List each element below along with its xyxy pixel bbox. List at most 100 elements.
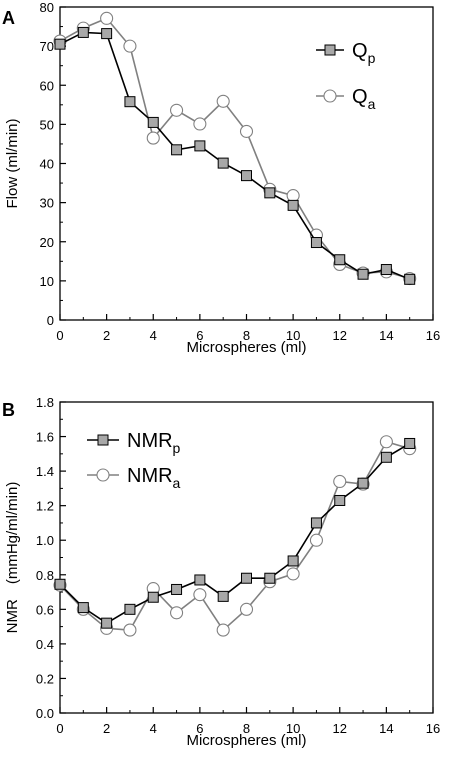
data-point-square xyxy=(264,572,276,584)
y-axis-title: Flow (ml/min) xyxy=(4,119,21,209)
data-point-square xyxy=(357,268,369,280)
data-point-square xyxy=(147,116,159,128)
x-tick-label: 4 xyxy=(150,328,157,343)
data-point-square xyxy=(77,602,89,614)
y-tick-label: 1.0 xyxy=(36,533,54,548)
x-tick-label: 6 xyxy=(196,721,203,736)
data-point-circle xyxy=(333,474,347,489)
data-point-square xyxy=(334,494,346,506)
data-point-circle xyxy=(216,94,230,108)
data-point-circle xyxy=(123,623,137,637)
series-q-p xyxy=(54,26,416,285)
data-point-square xyxy=(287,199,299,211)
legend-label-subscript: p xyxy=(368,50,376,66)
data-point-square xyxy=(287,555,299,567)
data-point-square xyxy=(54,578,66,590)
x-tick-label: 2 xyxy=(103,721,110,736)
y-axis-title: NMR (mmHg/ml/min) xyxy=(4,482,21,634)
y-tick-label: 70 xyxy=(40,39,54,54)
data-point-square xyxy=(217,157,229,169)
y-tick-label: 20 xyxy=(40,235,54,250)
data-point-square xyxy=(404,273,416,285)
legend-label-subscript: p xyxy=(173,440,181,456)
data-point-circle xyxy=(123,39,137,53)
y-tick-label: 1.2 xyxy=(36,499,54,514)
data-point-square xyxy=(404,437,416,449)
y-tick-label: 1.6 xyxy=(36,430,54,445)
data-point-circle xyxy=(193,588,207,602)
y-tick-label: 0.6 xyxy=(36,602,54,617)
x-tick-label: 12 xyxy=(333,721,347,736)
legend-label: Qp xyxy=(352,40,376,66)
data-point-circle xyxy=(239,602,254,616)
data-point-square xyxy=(54,38,66,50)
y-tick-label: 40 xyxy=(40,157,54,172)
legend-marker-square xyxy=(97,434,109,446)
data-point-circle xyxy=(216,623,230,637)
chart-panel-a: A 0 2 4 6 8 10 12 14 16 0 10 20 30 40 50 60 70 80 Microsphe… xyxy=(2,0,440,356)
x-tick-label: 10 xyxy=(286,721,300,736)
legend-label: NMRp xyxy=(127,430,181,456)
y-tick-label: 60 xyxy=(40,78,54,93)
data-point-square xyxy=(194,140,206,152)
data-point-square xyxy=(217,590,229,602)
data-point-square xyxy=(171,144,183,156)
legend-label-main: NMR xyxy=(127,465,173,487)
series-line-a xyxy=(59,17,410,280)
series-nmr-a xyxy=(53,435,417,637)
data-point-square xyxy=(194,574,206,586)
y-tick-label: 1.4 xyxy=(36,464,54,479)
x-tick-label: 10 xyxy=(286,328,300,343)
legend-label-main: Q xyxy=(352,40,368,62)
y-tick-label: 0.2 xyxy=(36,671,54,686)
y-tick-label: 1.8 xyxy=(36,395,54,410)
data-point-square xyxy=(264,187,276,199)
y-tick-label: 0.8 xyxy=(36,568,54,583)
data-point-square xyxy=(334,254,346,266)
legend-marker-square xyxy=(324,44,336,56)
data-point-square xyxy=(77,26,89,38)
legend: NMRp NMRa xyxy=(87,430,181,491)
x-tick-label: 8 xyxy=(243,721,250,736)
x-tick-label: 0 xyxy=(56,721,63,736)
data-point-square xyxy=(147,591,159,603)
x-tick-label: 6 xyxy=(196,328,203,343)
data-point-square xyxy=(124,96,136,108)
data-point-square xyxy=(241,170,252,182)
y-tick-label: 0.0 xyxy=(36,706,54,721)
x-tick-label: 4 xyxy=(150,721,157,736)
data-point-square xyxy=(101,617,113,629)
legend-label-main: Q xyxy=(352,86,368,108)
data-point-circle xyxy=(286,189,300,203)
plot-frame xyxy=(59,401,434,714)
legend-label: NMRa xyxy=(127,465,181,491)
x-axis-title: Microspheres (ml) xyxy=(186,732,306,749)
y-tick-label: 0.4 xyxy=(36,637,54,652)
data-point-square xyxy=(310,237,322,249)
data-point-square xyxy=(310,517,322,529)
chart-panel-b: B 0 2 4 6 8 10 12 14 16 0.0 0.2 0.4 0.6 0.8 1.0 1.2 1.4 1.… xyxy=(2,395,440,749)
x-tick-label: 14 xyxy=(379,721,393,736)
data-point-square xyxy=(380,451,392,463)
legend-label-main: NMR xyxy=(127,430,173,452)
y-tick-label: 80 xyxy=(40,0,54,15)
data-point-circle xyxy=(286,567,300,581)
data-point-square xyxy=(124,603,136,615)
y-tick-label: 50 xyxy=(40,117,54,132)
x-tick-label: 0 xyxy=(56,328,63,343)
data-point-circle xyxy=(379,435,393,449)
y-tick-label: 10 xyxy=(40,274,54,289)
data-point-circle xyxy=(170,606,184,620)
x-tick-label: 2 xyxy=(103,328,110,343)
x-tick-label: 12 xyxy=(333,328,347,343)
series-nmr-p xyxy=(54,437,416,629)
data-point-square xyxy=(241,572,252,584)
x-tick-label: 8 xyxy=(243,328,250,343)
legend: Qp Qa xyxy=(316,40,376,112)
legend-label: Qa xyxy=(352,86,376,112)
data-point-circle xyxy=(146,131,160,145)
data-point-circle xyxy=(170,103,184,117)
x-tick-label: 14 xyxy=(379,328,393,343)
data-point-circle xyxy=(309,533,323,547)
